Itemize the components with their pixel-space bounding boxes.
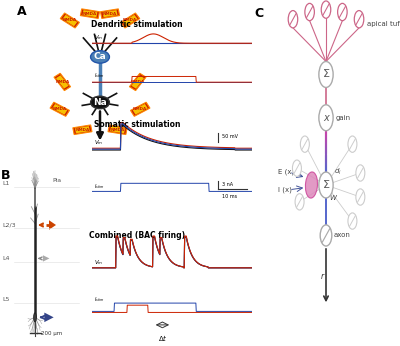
Text: Dendritic stimulation: Dendritic stimulation <box>91 20 183 29</box>
Polygon shape <box>110 126 125 133</box>
Circle shape <box>300 136 309 152</box>
Circle shape <box>319 62 333 88</box>
Text: 200 μm: 200 μm <box>41 331 62 336</box>
Polygon shape <box>120 13 140 28</box>
Text: Ca: Ca <box>94 52 106 61</box>
Polygon shape <box>132 75 144 89</box>
Circle shape <box>319 105 333 131</box>
Circle shape <box>348 213 357 229</box>
Ellipse shape <box>90 51 110 63</box>
Text: axon: axon <box>334 233 351 238</box>
Text: Na: Na <box>93 98 107 107</box>
Ellipse shape <box>306 172 318 198</box>
Text: I (x): I (x) <box>278 186 292 193</box>
Text: NMDA: NMDA <box>103 12 117 16</box>
Polygon shape <box>75 126 90 133</box>
Text: E (x): E (x) <box>278 169 295 175</box>
Polygon shape <box>73 125 92 135</box>
Polygon shape <box>44 312 54 322</box>
Text: $V_m$: $V_m$ <box>94 258 103 267</box>
Circle shape <box>319 172 333 198</box>
Polygon shape <box>52 104 67 115</box>
Text: $I_{stim}$: $I_{stim}$ <box>94 295 104 304</box>
Polygon shape <box>130 73 146 91</box>
Polygon shape <box>130 102 150 116</box>
Polygon shape <box>62 15 77 26</box>
Circle shape <box>295 194 304 210</box>
Text: NMDA: NMDA <box>130 80 145 84</box>
Polygon shape <box>108 125 127 135</box>
Polygon shape <box>82 10 97 17</box>
Polygon shape <box>50 102 70 116</box>
Text: NMDA: NMDA <box>110 128 125 132</box>
Polygon shape <box>100 9 120 18</box>
Text: A: A <box>17 4 27 18</box>
Text: x: x <box>323 113 329 123</box>
Circle shape <box>354 11 364 28</box>
Text: gain: gain <box>336 115 351 121</box>
Text: NMDA: NMDA <box>75 128 90 132</box>
Polygon shape <box>60 13 80 28</box>
Text: L2/3: L2/3 <box>2 222 16 227</box>
Circle shape <box>321 1 331 18</box>
Circle shape <box>292 160 302 176</box>
Text: B: B <box>1 169 10 182</box>
Circle shape <box>348 136 357 152</box>
Text: $V_m$: $V_m$ <box>94 138 103 147</box>
Polygon shape <box>54 73 70 91</box>
Text: C: C <box>255 7 264 20</box>
Text: NMDA: NMDA <box>83 12 97 16</box>
Polygon shape <box>133 104 148 115</box>
Polygon shape <box>56 75 68 89</box>
Circle shape <box>356 189 365 205</box>
Text: NMDA: NMDA <box>133 107 147 111</box>
Text: $\Delta t$: $\Delta t$ <box>158 333 167 343</box>
Text: apical tuft: apical tuft <box>367 21 400 27</box>
Text: $V_m$: $V_m$ <box>94 33 103 42</box>
Text: Pia: Pia <box>52 178 61 183</box>
Text: NMDA: NMDA <box>63 18 77 22</box>
Text: Combined (BAC firing): Combined (BAC firing) <box>89 231 185 240</box>
Text: 50 mV: 50 mV <box>222 134 238 139</box>
Text: Σ: Σ <box>322 180 330 190</box>
Text: $W$: $W$ <box>329 193 338 202</box>
Text: $I_{stim}$: $I_{stim}$ <box>94 72 104 81</box>
Text: L1: L1 <box>2 181 10 186</box>
Circle shape <box>320 225 332 246</box>
Polygon shape <box>103 10 118 17</box>
Text: NMDA: NMDA <box>123 18 137 22</box>
Circle shape <box>305 3 314 21</box>
Text: 10 ms: 10 ms <box>222 194 237 199</box>
Text: NMDA: NMDA <box>53 107 67 111</box>
Text: L4: L4 <box>2 256 10 261</box>
Polygon shape <box>49 220 56 230</box>
Text: Somatic stimulation: Somatic stimulation <box>94 120 180 129</box>
Polygon shape <box>43 255 50 262</box>
Circle shape <box>288 11 298 28</box>
Text: $r$: $r$ <box>320 271 326 281</box>
Text: $I_{stim}$: $I_{stim}$ <box>94 182 104 191</box>
Text: 3 nA: 3 nA <box>222 182 233 187</box>
Circle shape <box>34 313 36 322</box>
Polygon shape <box>80 9 100 18</box>
Text: $d_i$: $d_i$ <box>334 167 342 177</box>
Text: NMDA: NMDA <box>55 80 70 84</box>
Text: Σ: Σ <box>322 70 330 80</box>
Polygon shape <box>123 15 138 26</box>
Ellipse shape <box>90 96 110 109</box>
Circle shape <box>338 3 347 21</box>
Circle shape <box>356 165 365 181</box>
Text: L5: L5 <box>2 297 10 302</box>
